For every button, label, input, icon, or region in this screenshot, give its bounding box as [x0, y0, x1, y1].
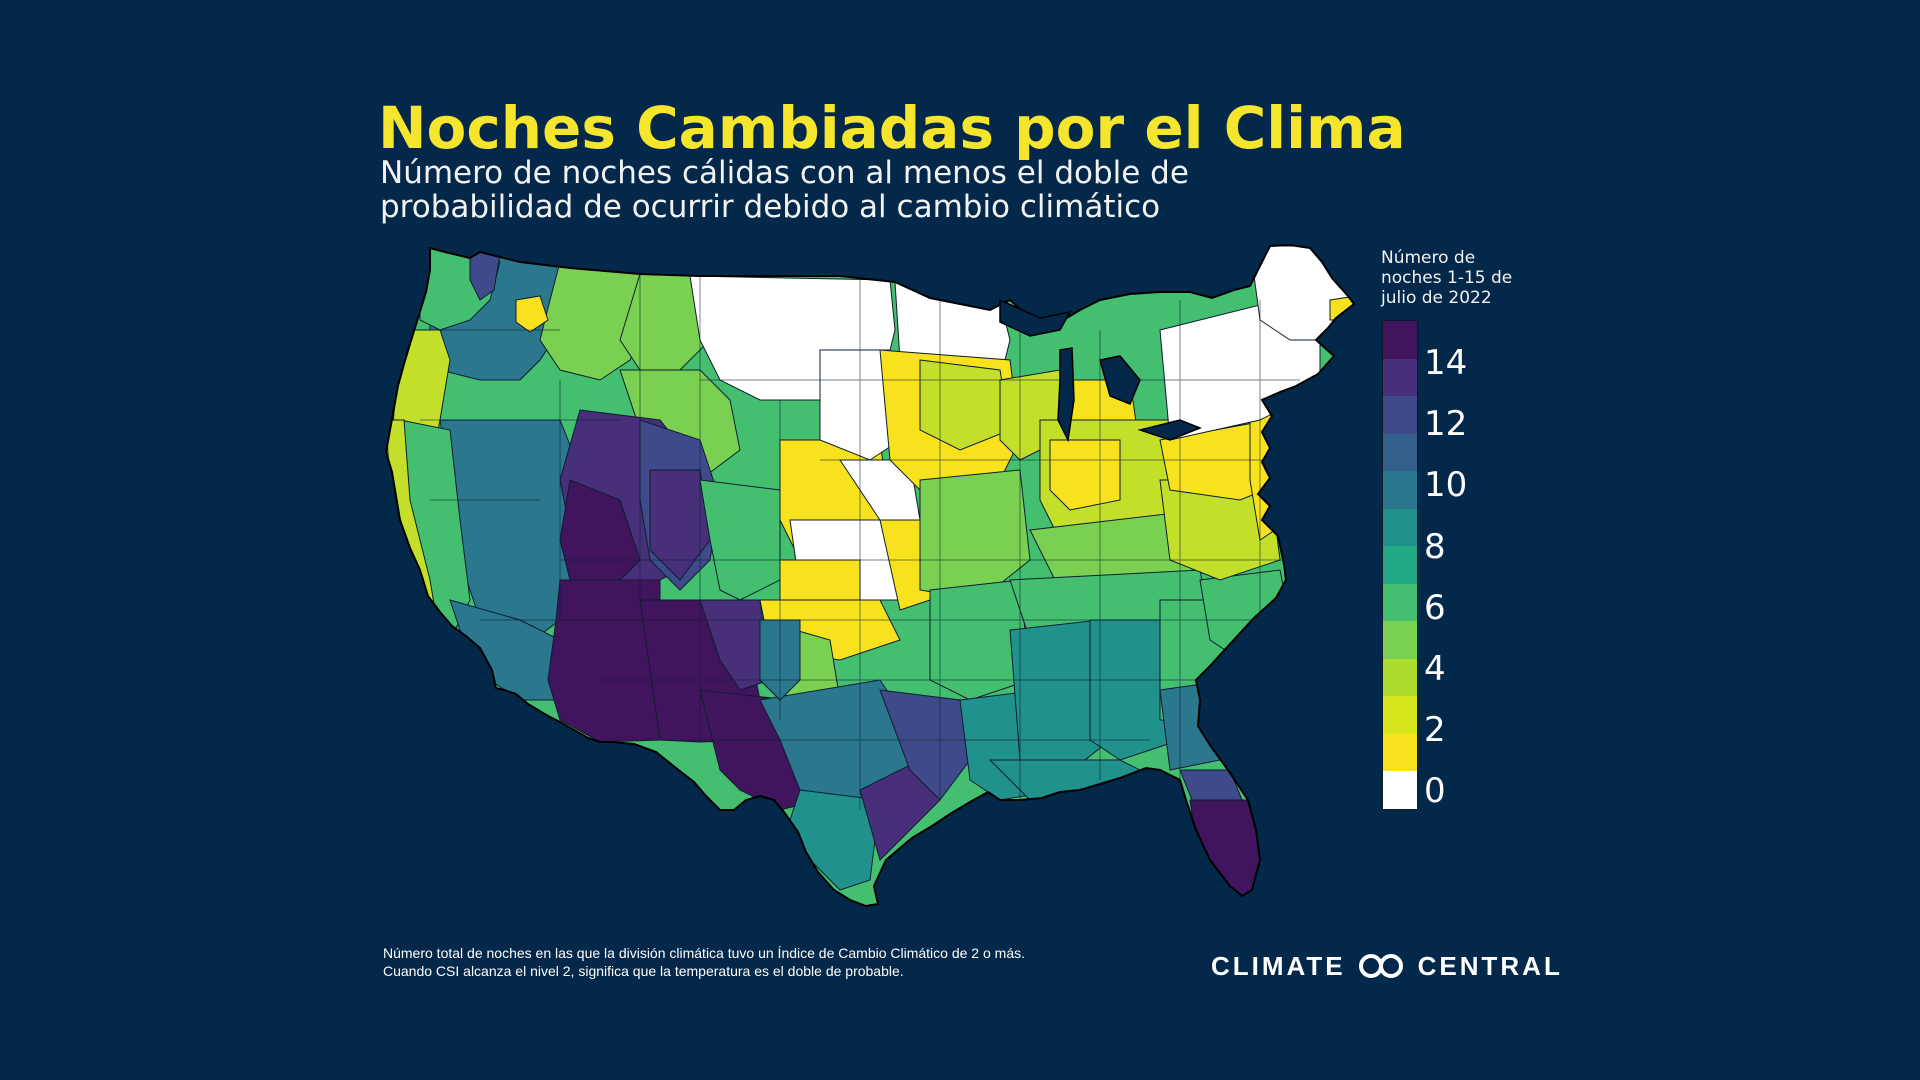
region-georgia-teal — [1159, 679, 1231, 771]
region-ma-yellow — [1309, 379, 1341, 431]
legend-label-2: 2 — [1424, 710, 1446, 750]
lake-huron — [1099, 355, 1141, 405]
legend-swatch — [1383, 396, 1417, 434]
lake-michigan — [1057, 347, 1075, 443]
legend-title-line-2: noches 1-15 de — [1381, 268, 1513, 288]
lake-superior — [999, 298, 1072, 337]
legend-swatch — [1383, 696, 1417, 734]
region-indiana-yellow — [1049, 439, 1121, 511]
region-maine-yellow — [1329, 295, 1354, 321]
infinity-rings-icon — [1358, 954, 1403, 978]
legend-label-6: 6 — [1424, 588, 1446, 628]
legend-label-4: 4 — [1424, 649, 1446, 689]
legend-color-bar — [1382, 320, 1418, 810]
legend-swatch — [1383, 546, 1417, 584]
climate-division-regions — [386, 245, 1354, 906]
region-nm-east — [699, 599, 771, 691]
legend-swatch — [1383, 321, 1417, 359]
division-boundaries — [420, 274, 1300, 810]
legend-title-line-1: Número de — [1381, 248, 1476, 268]
climate-central-logo: CLIMATE CENTRAL — [1211, 948, 1563, 984]
legend-title: Número de noches 1-15 de julio de 2022 — [1381, 248, 1531, 308]
legend-swatch — [1383, 433, 1417, 472]
legend-swatch — [1383, 358, 1417, 397]
footnote: Número total de noches en las que la div… — [383, 944, 1103, 980]
legend-swatch — [1383, 508, 1417, 547]
brand-left-text: CLIMATE — [1211, 950, 1346, 981]
legend-swatch — [1383, 621, 1417, 659]
legend-swatch — [1383, 583, 1417, 622]
legend-swatch — [1383, 471, 1417, 509]
map-title: Noches Cambiadas por el Clima — [378, 94, 1406, 162]
legend-title-line-3: julio de 2022 — [1381, 288, 1492, 308]
region-iowa-lowmid — [919, 359, 1011, 451]
map-subtitle: Número de noches cálidas con al menos el… — [380, 156, 1280, 224]
legend-label-0: 0 — [1424, 771, 1446, 811]
lake-erie — [1137, 419, 1203, 441]
legend-swatch — [1383, 733, 1417, 772]
region-texas-east — [879, 689, 971, 801]
legend-label-10: 10 — [1424, 465, 1468, 505]
legend-label-12: 12 — [1424, 404, 1468, 444]
subtitle-line-1: Número de noches cálidas con al menos el… — [380, 155, 1189, 191]
legend-label-14: 14 — [1424, 343, 1468, 383]
legend-swatch — [1383, 771, 1417, 809]
footnote-line-1: Número total de noches en las que la div… — [383, 945, 1025, 961]
legend-label-8: 8 — [1424, 527, 1446, 567]
footnote-line-2: Cuando CSI alcanza el nivel 2, significa… — [383, 963, 904, 979]
legend-swatch — [1383, 658, 1417, 697]
subtitle-line-2: probabilidad de ocurrir debido al cambio… — [380, 189, 1161, 225]
region-arkansas-mid — [929, 579, 1031, 701]
region-missouri-green — [919, 469, 1031, 601]
region-washington-yellow — [515, 295, 549, 333]
us-outline — [384, 243, 1356, 908]
brand-right-text: CENTRAL — [1417, 950, 1563, 981]
